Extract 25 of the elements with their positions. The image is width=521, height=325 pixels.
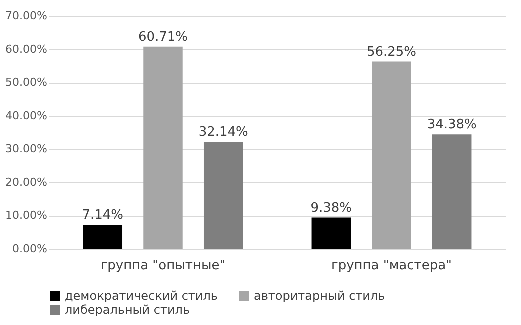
data-label: 9.38% [310, 200, 352, 216]
bar [372, 62, 412, 249]
legend-label: авторитарный стиль [254, 289, 386, 303]
bar [204, 142, 244, 249]
legend-label: демократический стиль [65, 289, 218, 303]
y-tick-label: 0.00% [12, 242, 48, 256]
bar [144, 46, 183, 249]
data-label: 32.14% [198, 125, 248, 140]
x-tick-label: группа "опытные" [100, 258, 226, 274]
data-label: 7.14% [82, 208, 124, 224]
x-tick-label: группа "мастера" [331, 258, 452, 274]
y-tick-label: 60.00% [6, 42, 48, 56]
y-tick-label: 30.00% [6, 142, 48, 156]
legend-label: либеральный стиль [65, 303, 190, 317]
data-label: 60.71% [138, 30, 188, 45]
y-tick-label: 20.00% [6, 176, 48, 189]
data-label: 56.25% [366, 44, 417, 60]
y-tick-label: 50.00% [6, 76, 48, 90]
y-tick-label: 10.00% [6, 209, 48, 222]
y-tick-label: 40.00% [6, 109, 48, 122]
y-tick-label: 70.00% [6, 10, 48, 22]
bar [83, 225, 123, 249]
data-label: 34.38% [427, 118, 477, 133]
bar [312, 218, 352, 249]
bar [432, 134, 472, 249]
